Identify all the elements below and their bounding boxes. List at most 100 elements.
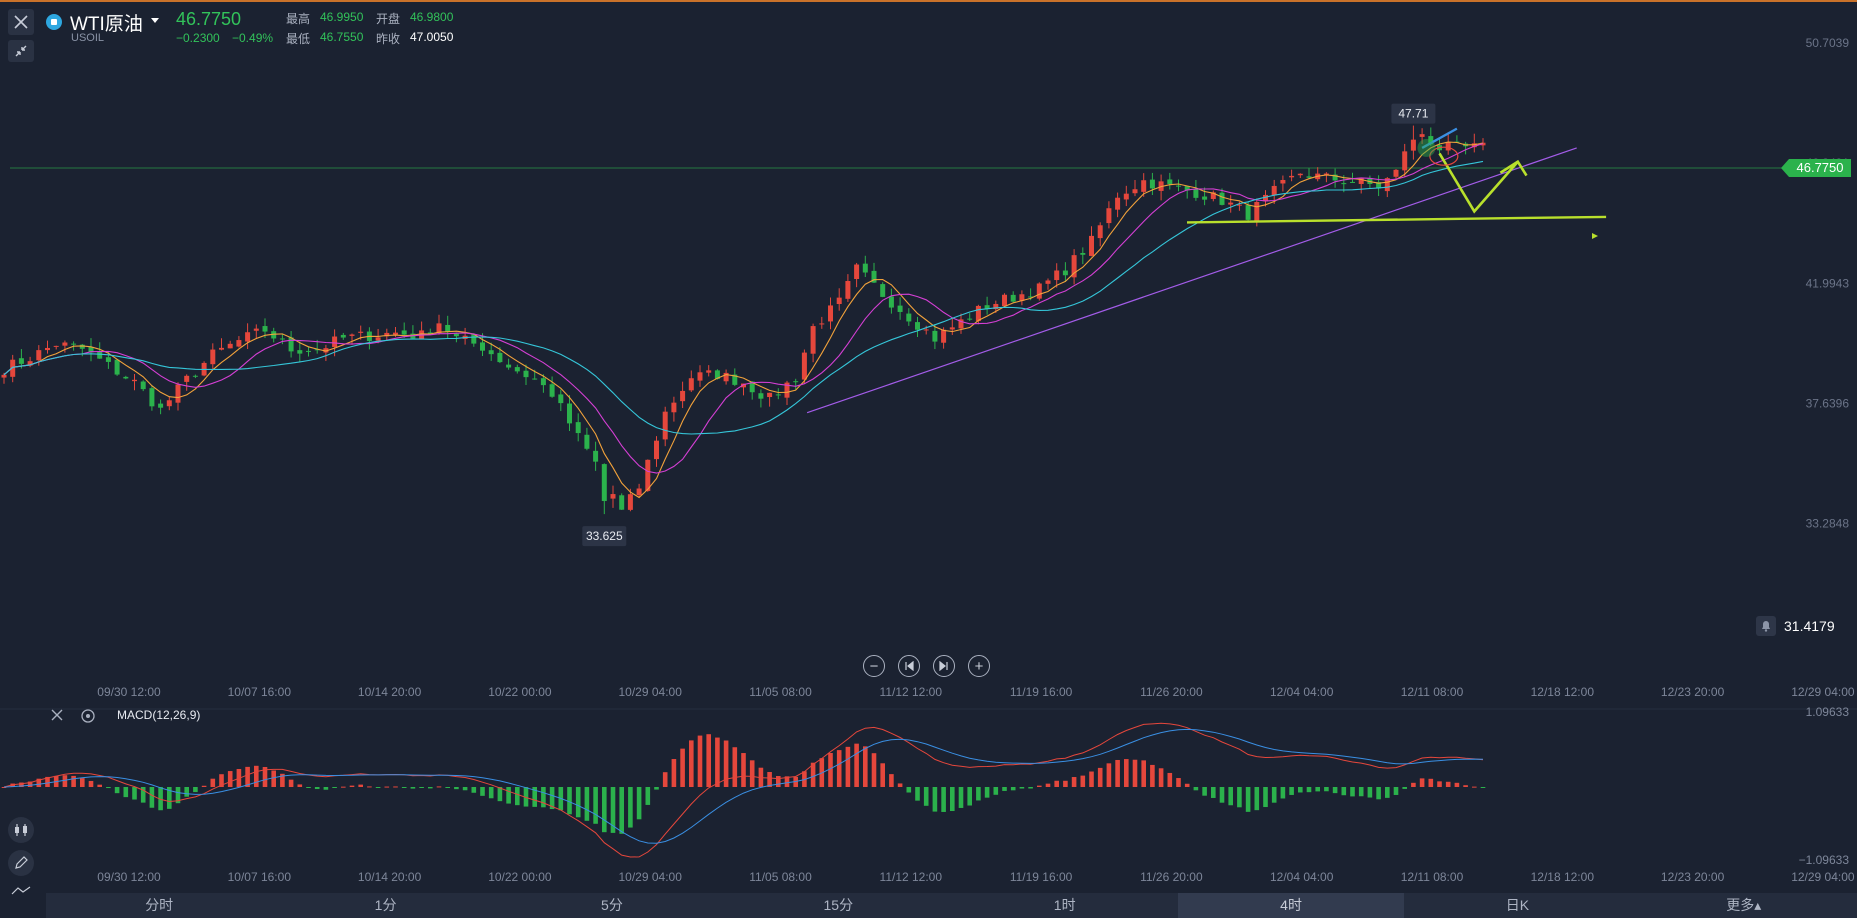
macd-histogram-bar bbox=[749, 760, 755, 787]
macd-histogram-bar bbox=[1141, 760, 1146, 787]
candle-body bbox=[645, 459, 651, 491]
macd-histogram-bar bbox=[723, 740, 729, 787]
tab-timeframe-more[interactable]: 更多▴ bbox=[1726, 897, 1762, 913]
macd-histogram-bar bbox=[375, 787, 381, 788]
candle-body bbox=[584, 434, 590, 449]
macd-histogram-bar bbox=[932, 787, 938, 812]
candle-body bbox=[1062, 270, 1068, 276]
macd-histogram-bar bbox=[1271, 787, 1277, 803]
time-axis-macd: 09/30 12:00 10/07 16:00 10/14 20:00 10/22 0… bbox=[97, 870, 1855, 884]
macd-histogram-bar bbox=[88, 780, 94, 787]
candle-body bbox=[801, 352, 807, 380]
macd-dea-line bbox=[3, 728, 1484, 844]
candle-body bbox=[1263, 194, 1268, 202]
price-tick-label: 41.9943 bbox=[1806, 276, 1850, 290]
candle-body bbox=[1106, 208, 1112, 224]
plus-icon: + bbox=[974, 657, 984, 675]
macd-histogram-bar bbox=[280, 773, 285, 787]
macd-histogram-bar bbox=[306, 787, 311, 788]
scroll-end-button[interactable] bbox=[933, 655, 955, 677]
symbol-dropdown-icon[interactable] bbox=[151, 18, 159, 23]
macd-histogram-bar bbox=[828, 753, 833, 787]
candle-body bbox=[1384, 178, 1390, 192]
time-label: 12/04 04:00 bbox=[1270, 685, 1334, 699]
macd-histogram-bar bbox=[1463, 785, 1468, 787]
macd-histogram-bar bbox=[575, 787, 581, 818]
macd-histogram-bar bbox=[1289, 787, 1294, 795]
indicator-line-button[interactable] bbox=[8, 883, 34, 901]
time-label: 12/29 04:00 bbox=[1791, 685, 1855, 699]
tab-timeframe-4h[interactable]: 4时 bbox=[1177, 893, 1405, 918]
candle-body bbox=[923, 329, 929, 331]
zoom-out-button[interactable]: − bbox=[863, 655, 885, 677]
candle-body bbox=[714, 370, 720, 379]
macd-histogram-bar bbox=[602, 787, 607, 833]
candle-body bbox=[540, 378, 546, 386]
candle-body bbox=[1045, 280, 1051, 284]
tab-timeframe-1m[interactable]: 1分 bbox=[374, 897, 397, 913]
candle-body bbox=[532, 378, 538, 380]
scroll-start-button[interactable] bbox=[898, 655, 920, 677]
macd-histogram-bar bbox=[332, 787, 337, 788]
candle-body bbox=[497, 352, 503, 363]
time-label: 11/12 12:00 bbox=[880, 685, 943, 699]
macd-histogram-bar bbox=[193, 787, 198, 793]
candle-body bbox=[897, 305, 903, 312]
bell-icon[interactable] bbox=[1756, 616, 1776, 636]
macd-histogram-bar bbox=[1089, 771, 1094, 787]
macd-histogram-bar bbox=[1037, 785, 1042, 787]
candle-body bbox=[993, 303, 999, 310]
candle-body bbox=[1341, 183, 1347, 185]
candle-body bbox=[245, 332, 251, 342]
macd-histogram-bar bbox=[967, 787, 972, 806]
candle-body bbox=[819, 323, 825, 325]
macd-histogram-bar bbox=[410, 787, 416, 789]
time-label: 12/29 04:00 bbox=[1791, 870, 1855, 884]
macd-histogram-bar bbox=[1411, 782, 1416, 787]
zoom-in-button[interactable]: + bbox=[968, 655, 990, 677]
prev-close-value: 47.0050 bbox=[410, 30, 454, 44]
candle-body bbox=[1036, 283, 1042, 299]
tab-timeframe-daily[interactable]: 日K bbox=[1505, 897, 1530, 913]
macd-histogram-bar bbox=[845, 746, 851, 787]
draw-tool-button[interactable] bbox=[8, 850, 34, 881]
close-chart-button[interactable] bbox=[8, 9, 34, 35]
macd-min-label: −1.09633 bbox=[1799, 853, 1850, 867]
macd-histogram-bar bbox=[1071, 777, 1077, 787]
macd-histogram-bar bbox=[680, 748, 685, 787]
macd-histogram-bar bbox=[1324, 787, 1329, 792]
macd-histogram-bar bbox=[488, 787, 494, 799]
time-label: 09/30 12:00 bbox=[97, 685, 161, 699]
macd-histogram-bar bbox=[523, 787, 529, 807]
macd-histogram-bar bbox=[706, 734, 711, 787]
macd-histogram-bar bbox=[697, 735, 703, 787]
candle-body bbox=[123, 376, 129, 379]
candle-body bbox=[79, 344, 85, 349]
candle-body bbox=[279, 338, 285, 340]
tab-timeframe-tick[interactable]: 分时 bbox=[145, 897, 174, 913]
candle-body bbox=[340, 334, 346, 338]
macd-histogram-bar bbox=[245, 766, 250, 787]
last-price: 46.7750 bbox=[176, 9, 242, 29]
candle-body bbox=[436, 323, 442, 334]
window-top-border bbox=[0, 0, 1857, 2]
time-label: 10/07 16:00 bbox=[228, 685, 292, 699]
candle-body bbox=[1019, 294, 1025, 301]
candle-body bbox=[358, 331, 364, 333]
tab-timeframe-15m[interactable]: 15分 bbox=[823, 897, 854, 913]
macd-histogram-bar bbox=[1158, 768, 1164, 787]
tab-timeframe-5m[interactable]: 5分 bbox=[601, 897, 623, 913]
tab-timeframe-1h[interactable]: 1时 bbox=[1053, 897, 1076, 913]
price-alert[interactable]: 31.4179 bbox=[1756, 616, 1852, 636]
macd-histogram-bar bbox=[45, 776, 50, 787]
shrink-button[interactable] bbox=[8, 40, 34, 62]
candle-body bbox=[758, 393, 764, 399]
indicator-tool-button[interactable] bbox=[8, 817, 34, 848]
macd-histogram-bar bbox=[784, 776, 790, 787]
time-label: 12/23 20:00 bbox=[1661, 870, 1725, 884]
macd-histogram-bar bbox=[71, 775, 76, 787]
candle-body bbox=[906, 313, 912, 322]
symbol-name[interactable]: WTI原油 bbox=[70, 14, 143, 35]
candle-body bbox=[62, 342, 68, 346]
